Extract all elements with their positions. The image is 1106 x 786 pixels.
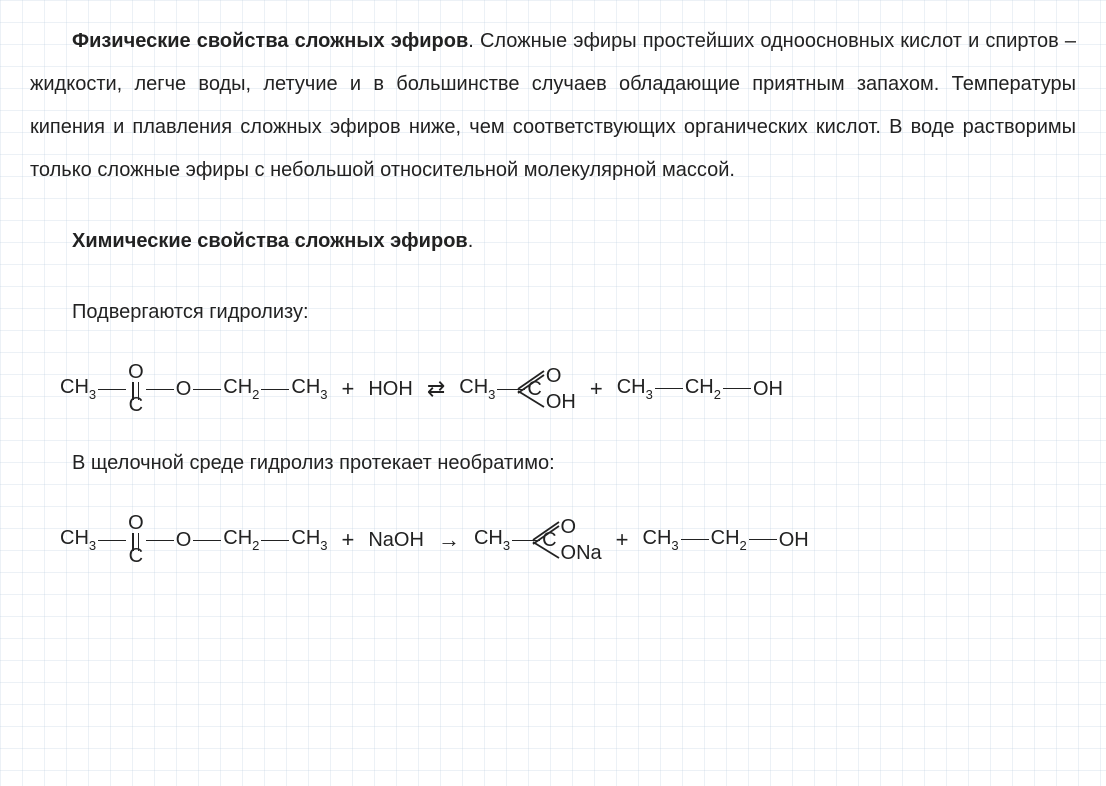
plus-3: + bbox=[342, 527, 355, 553]
paragraph-physical-properties: Физические свойства сложных эфиров. Слож… bbox=[30, 20, 1076, 192]
tail-chemical: . bbox=[468, 230, 474, 252]
mol-ethanol: CH3 CH2 OH bbox=[617, 376, 783, 401]
equilibrium-arrow: ⇄ bbox=[427, 376, 445, 402]
mol-ethyl-acetate: CH3 O C O CH2 CH3 bbox=[60, 362, 328, 416]
heading-physical: Физические свойства сложных эфиров bbox=[72, 30, 468, 52]
mol-acetic-acid: CH3 C O OH bbox=[459, 365, 576, 413]
plus-1: + bbox=[342, 376, 355, 402]
mol-ethanol-2: CH3 CH2 OH bbox=[643, 527, 809, 552]
text-alkaline: В щелочной среде гидролиз протекает необ… bbox=[72, 452, 555, 474]
heading-chemical: Химические свойства сложных эфиров bbox=[72, 230, 468, 252]
paragraph-alkaline: В щелочной среде гидролиз протекает необ… bbox=[30, 442, 1076, 485]
mol-sodium-acetate: CH3 C O ONa bbox=[474, 516, 602, 564]
reaction-alkaline-hydrolysis: CH3 O C O CH2 CH3 + NaOH → CH3 C O ONa +… bbox=[60, 513, 1076, 567]
plus-2: + bbox=[590, 376, 603, 402]
paragraph-hydrolysis: Подвергаются гидролизу: bbox=[30, 291, 1076, 334]
mol-ethyl-acetate-2: CH3 O C O CH2 CH3 bbox=[60, 513, 328, 567]
text-physical: . Сложные эфиры простейших одноосновных … bbox=[30, 30, 1076, 181]
plus-4: + bbox=[616, 527, 629, 553]
text-hydrolysis: Подвергаются гидролизу: bbox=[72, 301, 309, 323]
reaction-acid-hydrolysis: CH3 O C O CH2 CH3 + HOH ⇄ CH3 C O OH + C… bbox=[60, 362, 1076, 416]
paragraph-chemical-heading: Химические свойства сложных эфиров. bbox=[30, 220, 1076, 263]
forward-arrow: → bbox=[438, 527, 460, 553]
mol-water: HOH bbox=[368, 378, 412, 401]
mol-naoh: NaOH bbox=[368, 529, 424, 552]
